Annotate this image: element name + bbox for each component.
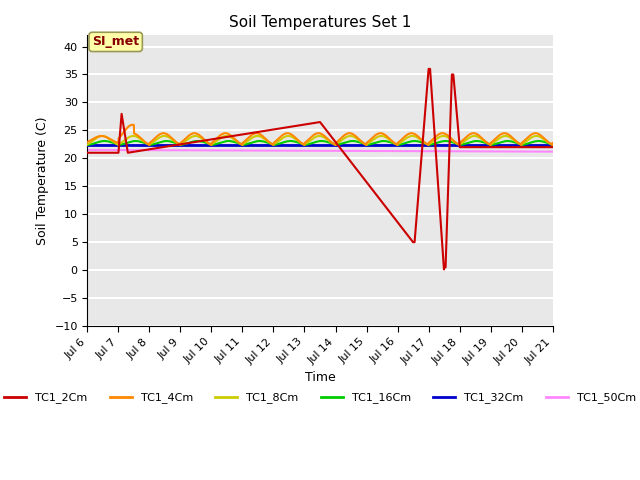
Title: Soil Temperatures Set 1: Soil Temperatures Set 1: [229, 15, 411, 30]
X-axis label: Time: Time: [305, 371, 335, 384]
Text: SI_met: SI_met: [92, 36, 140, 48]
Y-axis label: Soil Temperature (C): Soil Temperature (C): [36, 117, 49, 245]
Legend: TC1_2Cm, TC1_4Cm, TC1_8Cm, TC1_16Cm, TC1_32Cm, TC1_50Cm: TC1_2Cm, TC1_4Cm, TC1_8Cm, TC1_16Cm, TC1…: [0, 388, 640, 408]
